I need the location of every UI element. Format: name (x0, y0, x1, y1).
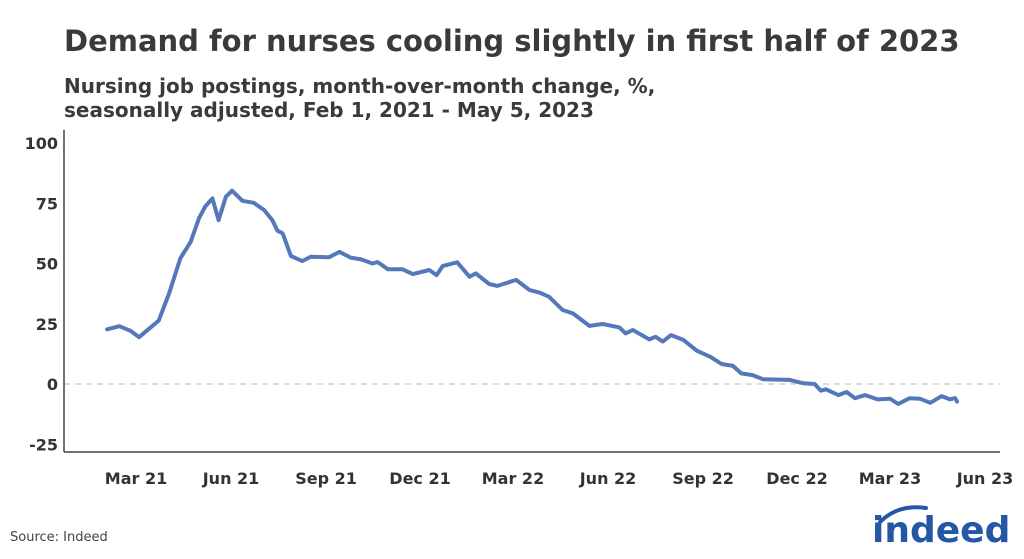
y-axis-ticks: 100 75 50 25 0 -25 (25, 134, 58, 454)
series-line (105, 188, 960, 406)
x-tick-label: Jun 21 (202, 469, 260, 488)
y-tick-label: 75 (36, 194, 58, 213)
y-tick-label: 100 (25, 134, 58, 153)
x-axis-ticks: Mar 21 Jun 21 Sep 21 Dec 21 Mar 22 Jun 22 Sep … (105, 469, 1014, 488)
y-tick-label: -25 (29, 435, 58, 454)
x-tick-label: Dec 21 (389, 469, 450, 488)
x-tick-label: Mar 22 (482, 469, 544, 488)
source-note: Source: Indeed (10, 530, 108, 545)
y-tick-label: 25 (36, 315, 58, 334)
indeed-logo: indeed (872, 505, 1008, 550)
x-tick-label: Mar 21 (105, 469, 167, 488)
x-tick-label: Jun 22 (579, 469, 637, 488)
subtitle-line-1: Nursing job postings, month-over-month c… (64, 74, 656, 98)
logo-arc (878, 505, 928, 524)
logo-text: indeed (872, 510, 1008, 550)
y-tick-label: 0 (47, 375, 58, 394)
subtitle-line-2: seasonally adjusted, Feb 1, 2021 - May 5… (64, 98, 594, 122)
chart-title: Demand for nurses cooling slightly in fi… (64, 24, 960, 58)
x-tick-label: Sep 21 (295, 469, 357, 488)
x-tick-label: Jun 23 (956, 469, 1014, 488)
x-tick-label: Mar 23 (859, 469, 921, 488)
x-tick-label: Dec 22 (766, 469, 827, 488)
chart-subtitle: Nursing job postings, month-over-month c… (64, 74, 764, 122)
x-tick-label: Sep 22 (672, 469, 734, 488)
y-tick-label: 50 (36, 255, 58, 274)
